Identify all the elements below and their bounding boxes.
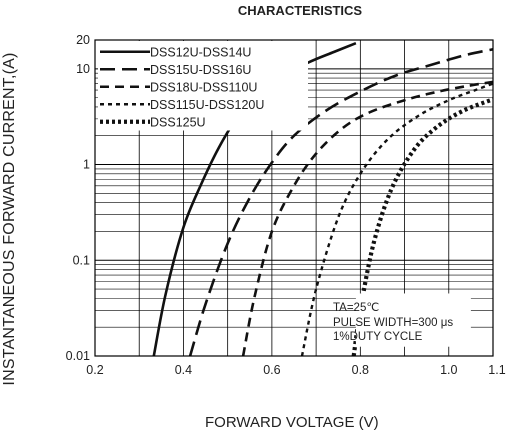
annotation-temperature: TA=25℃: [333, 302, 380, 314]
x-tick-label: 0.8: [352, 363, 369, 377]
y-tick-label: 20: [76, 33, 90, 47]
legend-label: DSS12U-DSS14U: [150, 45, 251, 59]
x-tick-label: 0.6: [263, 363, 280, 377]
legend-label: DSS15U-DSS16U: [150, 63, 251, 77]
annotation-duty-cycle: 1%DUTY CYCLE: [333, 331, 423, 343]
x-tick-label: 1.1: [488, 363, 505, 377]
series-line: [300, 82, 493, 356]
tick-labels: 0.2 0.4 0.6 0.8 1.0 1.1 0.01 0.1 1 10 20: [66, 33, 506, 377]
axes: [94, 39, 494, 357]
plot-frame: [94, 39, 494, 357]
series-line: [351, 97, 493, 356]
series-line: [188, 48, 493, 356]
series-line: [241, 80, 493, 356]
y-tick-label: 0.01: [66, 349, 90, 363]
chart-title: CHARACTERISTICS: [237, 3, 363, 18]
legend-label: DSS115U-DSS120U: [150, 98, 264, 112]
legend-label: DSS18U-DSS110U: [150, 80, 257, 94]
y-tick-label: 1: [83, 158, 90, 172]
legend: DSS12U-DSS14U DSS15U-DSS16U DSS18U-DSS110U…: [98, 41, 471, 347]
x-tick-label: 1.0: [440, 363, 457, 377]
x-tick-label: 0.2: [86, 363, 103, 377]
y-tick-label: 0.1: [73, 253, 90, 267]
legend-label: DSS125U: [150, 115, 206, 129]
y-tick-label: 10: [76, 62, 90, 76]
annotation-box: [355, 293, 471, 347]
annotation-pulse-width: PULSE WIDTH=300 μs: [333, 317, 454, 329]
x-axis-label: FORWARD VOLTAGE (V): [205, 414, 379, 431]
x-tick-label: 0.4: [175, 363, 192, 377]
